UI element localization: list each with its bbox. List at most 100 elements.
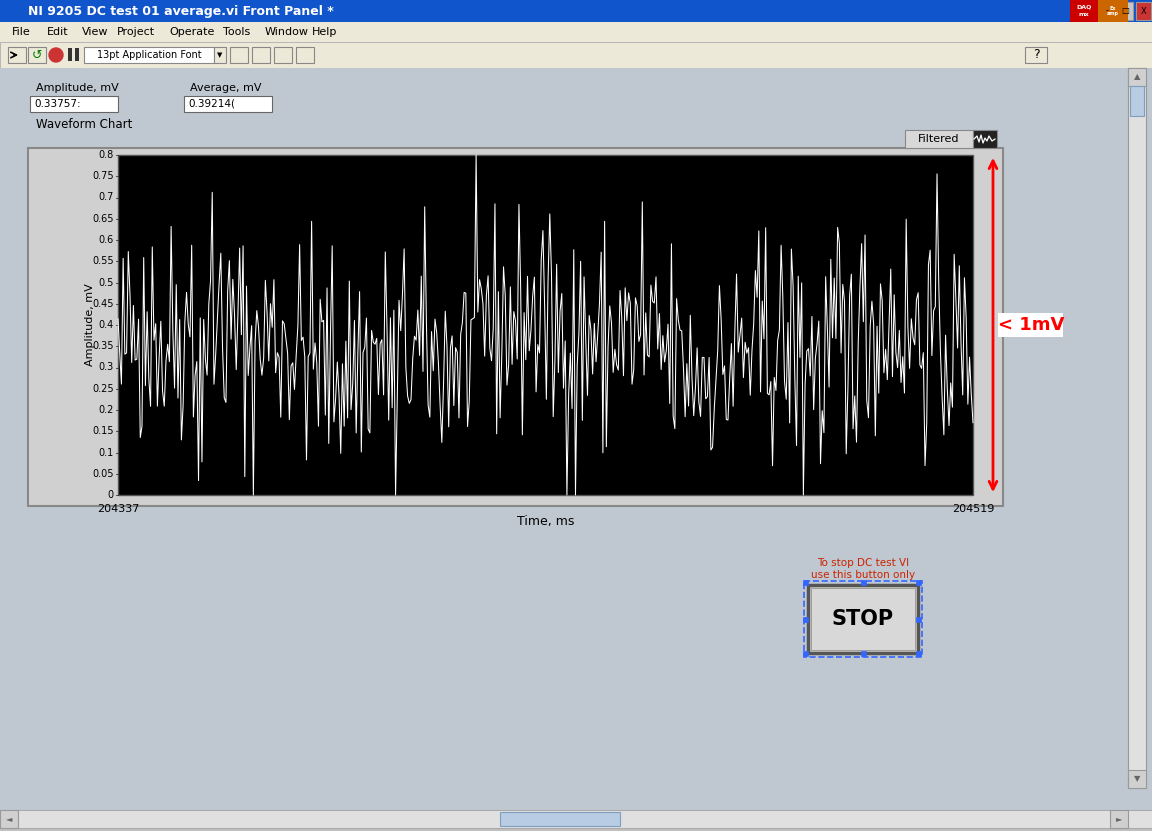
FancyBboxPatch shape	[1100, 2, 1115, 20]
Text: 0: 0	[108, 490, 114, 500]
Text: 0.7: 0.7	[99, 193, 114, 203]
Text: ▼: ▼	[218, 52, 222, 58]
FancyBboxPatch shape	[973, 130, 996, 148]
FancyBboxPatch shape	[28, 148, 1003, 506]
Text: 0.3: 0.3	[99, 362, 114, 372]
Text: 0.2: 0.2	[99, 405, 114, 415]
FancyBboxPatch shape	[0, 68, 1152, 810]
Text: 0.45: 0.45	[92, 299, 114, 309]
Text: mx: mx	[1078, 12, 1090, 17]
Text: 0.1: 0.1	[99, 448, 114, 458]
FancyBboxPatch shape	[1070, 0, 1098, 22]
Text: -: -	[1106, 7, 1109, 16]
FancyBboxPatch shape	[0, 42, 1152, 68]
Text: Tools: Tools	[223, 27, 250, 37]
Text: To stop DC test VI: To stop DC test VI	[817, 558, 909, 568]
FancyBboxPatch shape	[230, 47, 248, 63]
Text: View: View	[82, 27, 108, 37]
Text: 0.4: 0.4	[99, 320, 114, 330]
Text: 0.25: 0.25	[92, 384, 114, 394]
FancyBboxPatch shape	[916, 651, 920, 656]
Text: Window: Window	[264, 27, 309, 37]
Text: ?: ?	[1032, 48, 1039, 61]
FancyBboxPatch shape	[1111, 810, 1128, 828]
Text: ◄: ◄	[6, 814, 13, 824]
FancyBboxPatch shape	[1025, 47, 1047, 63]
Text: ▼: ▼	[1134, 774, 1140, 784]
Text: X: X	[1140, 7, 1146, 16]
Text: 0.65: 0.65	[92, 214, 114, 224]
Text: 0.8: 0.8	[99, 150, 114, 160]
Text: 0.6: 0.6	[99, 235, 114, 245]
Text: 0.75: 0.75	[92, 171, 114, 181]
FancyBboxPatch shape	[808, 585, 918, 653]
FancyBboxPatch shape	[1128, 68, 1146, 788]
Text: Project: Project	[116, 27, 154, 37]
Circle shape	[50, 48, 63, 62]
FancyBboxPatch shape	[184, 96, 272, 112]
FancyBboxPatch shape	[0, 22, 1152, 42]
Text: use this button only: use this button only	[811, 570, 915, 580]
FancyBboxPatch shape	[1098, 0, 1128, 22]
FancyBboxPatch shape	[861, 651, 866, 656]
Text: Help: Help	[311, 27, 336, 37]
Text: 0.55: 0.55	[92, 256, 114, 266]
FancyBboxPatch shape	[0, 0, 1152, 22]
Text: Time, ms: Time, ms	[517, 514, 574, 528]
Text: < 1mV: < 1mV	[998, 316, 1064, 334]
Text: DAQ: DAQ	[1076, 4, 1092, 9]
FancyBboxPatch shape	[500, 812, 620, 826]
FancyBboxPatch shape	[68, 48, 71, 61]
Text: 13pt Application Font: 13pt Application Font	[97, 50, 202, 60]
Text: □: □	[1122, 7, 1129, 16]
Text: 204337: 204337	[97, 504, 139, 514]
FancyBboxPatch shape	[1117, 2, 1134, 20]
FancyBboxPatch shape	[916, 580, 920, 585]
Text: File: File	[12, 27, 31, 37]
FancyBboxPatch shape	[1128, 68, 1146, 86]
Text: Amplitude, mV: Amplitude, mV	[36, 83, 119, 93]
FancyBboxPatch shape	[803, 617, 808, 622]
Text: NI 9205 DC test 01 average.vi Front Panel *: NI 9205 DC test 01 average.vi Front Pane…	[28, 4, 334, 17]
FancyBboxPatch shape	[905, 130, 973, 148]
FancyBboxPatch shape	[296, 47, 314, 63]
Text: Ex
amp: Ex amp	[1107, 6, 1119, 17]
FancyBboxPatch shape	[811, 588, 915, 650]
Text: ►: ►	[1116, 814, 1122, 824]
Text: ▲: ▲	[1134, 72, 1140, 81]
FancyBboxPatch shape	[861, 580, 866, 585]
Text: 0.39214(: 0.39214(	[188, 99, 235, 109]
Text: 0.33757:: 0.33757:	[35, 99, 81, 109]
FancyBboxPatch shape	[118, 155, 973, 495]
Text: 0.5: 0.5	[99, 278, 114, 288]
FancyBboxPatch shape	[252, 47, 270, 63]
FancyBboxPatch shape	[1136, 2, 1151, 20]
FancyBboxPatch shape	[803, 651, 808, 656]
Text: Operate: Operate	[169, 27, 215, 37]
FancyBboxPatch shape	[75, 48, 79, 61]
Text: ↺: ↺	[32, 48, 43, 61]
Text: Amplitude, mV: Amplitude, mV	[85, 283, 94, 366]
Text: 0.35: 0.35	[92, 342, 114, 352]
FancyBboxPatch shape	[1128, 770, 1146, 788]
FancyBboxPatch shape	[0, 810, 18, 828]
Text: 0.15: 0.15	[92, 426, 114, 436]
Text: 204519: 204519	[952, 504, 994, 514]
FancyBboxPatch shape	[274, 47, 291, 63]
Text: Average, mV: Average, mV	[190, 83, 262, 93]
FancyBboxPatch shape	[28, 47, 46, 63]
FancyBboxPatch shape	[803, 580, 808, 585]
FancyBboxPatch shape	[8, 47, 26, 63]
FancyBboxPatch shape	[1130, 86, 1144, 116]
FancyBboxPatch shape	[214, 47, 226, 63]
Text: STOP: STOP	[832, 609, 894, 629]
Text: Edit: Edit	[47, 27, 68, 37]
FancyBboxPatch shape	[0, 810, 1152, 828]
FancyBboxPatch shape	[916, 617, 920, 622]
Text: Waveform Chart: Waveform Chart	[36, 119, 132, 131]
FancyBboxPatch shape	[998, 313, 1063, 337]
FancyBboxPatch shape	[84, 47, 214, 63]
Text: 0.05: 0.05	[92, 469, 114, 479]
Text: Filtered: Filtered	[918, 134, 960, 144]
FancyBboxPatch shape	[30, 96, 118, 112]
